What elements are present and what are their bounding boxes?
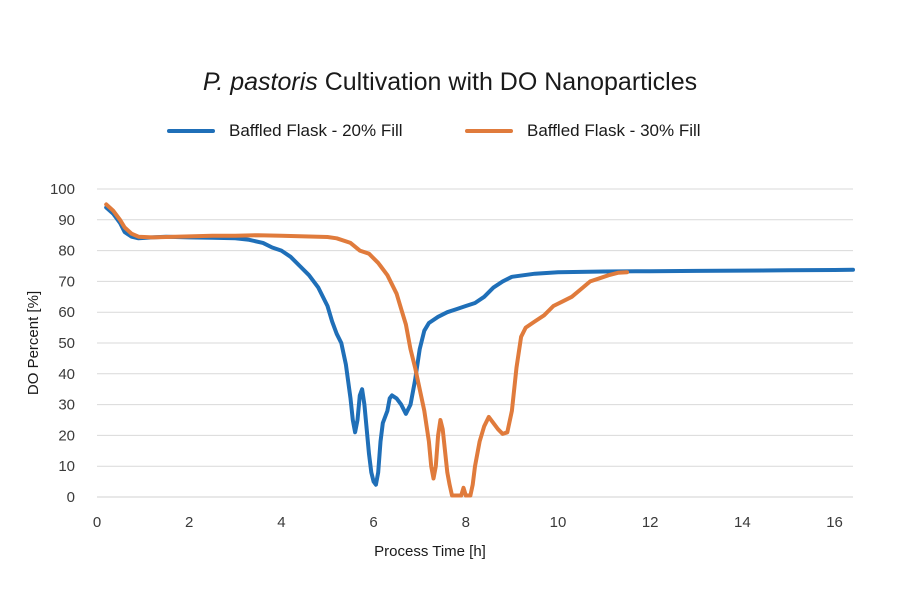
chart-title-rest: Cultivation with DO Nanoparticles xyxy=(317,68,698,96)
x-tick-label-0: 0 xyxy=(93,514,101,531)
x-tick-label-2: 2 xyxy=(185,514,193,531)
y-tick-label-100: 100 xyxy=(50,181,75,198)
series-line-20-fill xyxy=(104,205,855,487)
legend-swatch-20-fill xyxy=(167,129,215,133)
legend-item-20-fill: Baffled Flask - 20% Fill xyxy=(167,118,403,144)
x-tick-labels: 0 2 4 6 8 10 12 14 16 xyxy=(93,514,843,531)
x-tick-label-8: 8 xyxy=(462,514,470,531)
x-axis-title: Process Time [h] xyxy=(374,543,486,560)
y-tick-label-30: 30 xyxy=(58,397,75,414)
legend-swatch-30-fill xyxy=(465,129,513,133)
y-tick-label-0: 0 xyxy=(67,489,75,506)
x-tick-label-4: 4 xyxy=(277,514,285,531)
x-tick-label-16: 16 xyxy=(826,514,843,531)
x-tick-label-6: 6 xyxy=(369,514,377,531)
x-tick-label-14: 14 xyxy=(734,514,751,531)
chart-title-italic: P. pastoris xyxy=(202,68,318,96)
y-tick-label-40: 40 xyxy=(58,366,75,383)
x-tick-label-12: 12 xyxy=(642,514,659,531)
chart-title: P. pastoris Cultivation with DO Nanopart… xyxy=(0,68,900,97)
y-tick-label-60: 60 xyxy=(58,304,75,321)
series-line-30-fill xyxy=(104,202,630,498)
y-tick-label-90: 90 xyxy=(58,212,75,229)
y-tick-label-70: 70 xyxy=(58,273,75,290)
y-tick-label-10: 10 xyxy=(58,458,75,475)
legend-label-30-fill: Baffled Flask - 30% Fill xyxy=(527,121,701,140)
y-tick-label-50: 50 xyxy=(58,335,75,352)
y-axis-title: DO Percent [%] xyxy=(25,291,42,395)
y-tick-label-80: 80 xyxy=(58,243,75,260)
y-tick-labels: 0 10 20 30 40 50 60 70 80 90 100 xyxy=(50,181,75,506)
y-tick-label-20: 20 xyxy=(58,427,75,444)
legend-label-20-fill: Baffled Flask - 20% Fill xyxy=(229,121,403,140)
x-tick-label-10: 10 xyxy=(550,514,567,531)
legend: Baffled Flask - 20% Fill Baffled Flask -… xyxy=(0,118,900,144)
legend-item-30-fill: Baffled Flask - 30% Fill xyxy=(465,118,701,144)
